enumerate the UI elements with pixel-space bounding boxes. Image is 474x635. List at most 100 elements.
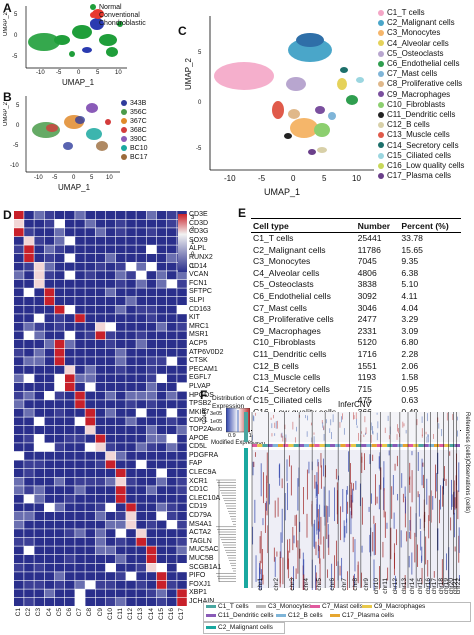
heatmap-cell (167, 305, 177, 314)
heatmap-cell (75, 563, 85, 572)
heatmap-cell (75, 288, 85, 297)
cnv-stripe (329, 428, 331, 433)
cluster-label: C9 (96, 608, 104, 617)
heatmap-cell (85, 228, 95, 237)
cnv-stripe (375, 474, 376, 506)
heatmap-cell (85, 331, 95, 340)
heatmap-cell (105, 288, 116, 297)
heatmap-cell (116, 262, 126, 271)
heatmap-cell (14, 598, 24, 606)
heatmap-cell (95, 537, 106, 546)
chr-label: chr7 (340, 578, 348, 591)
cnv-stripe (388, 435, 390, 440)
heatmap-cell (95, 469, 106, 477)
heatmap-cell (44, 331, 55, 340)
heatmap-cell (167, 555, 177, 563)
cell-number: 3838 (357, 279, 377, 290)
heatmap-cell (167, 486, 177, 495)
heatmap-cell (167, 460, 177, 469)
heatmap-cell (136, 340, 146, 348)
legend-swatch (330, 613, 340, 617)
heatmap-cell (177, 297, 187, 305)
panel-e-label: E (238, 206, 247, 220)
heatmap-cell (146, 503, 157, 512)
heatmap-cell (156, 297, 167, 305)
cnv-stripe (295, 568, 297, 580)
heatmap-cell (85, 469, 95, 477)
heatmap-cell (75, 348, 85, 357)
chr-label: chr1 (257, 578, 265, 591)
chr-track (257, 444, 263, 447)
heatmap-cell (177, 460, 187, 469)
heatmap-cell (126, 563, 136, 572)
heatmap-cell (116, 219, 126, 228)
cnv-stripe (306, 513, 308, 538)
cnv-stripe (323, 433, 325, 441)
heatmap-cell (85, 546, 95, 555)
heatmap-cell (85, 348, 95, 357)
cluster-label: C3 (35, 608, 43, 617)
heatmap-cell (105, 546, 116, 555)
heatmap-cell (136, 400, 146, 409)
heatmap-cell (167, 365, 177, 374)
heatmap-cell (167, 383, 177, 391)
heatmap-cell (75, 477, 85, 486)
cnv-stripe (404, 486, 406, 499)
heatmap-cell (126, 494, 136, 503)
cnv-stripe (411, 451, 413, 456)
cnv-stripe (289, 538, 291, 553)
heatmap-cell (116, 331, 126, 340)
table-row: C1_T cells 25441 33.78 (251, 233, 461, 245)
gene-label: PDGFRA (189, 451, 219, 459)
heatmap-cell (44, 589, 55, 598)
heatmap-cell (177, 305, 187, 314)
cnv-stripe (396, 455, 398, 467)
heatmap-cell (105, 262, 116, 271)
heatmap-cell (65, 477, 75, 486)
heatmap-cell (156, 331, 167, 340)
cnv-stripe (414, 532, 416, 563)
panel-c-legend-item: C7_Mast cells (378, 70, 437, 78)
cnv-stripe (402, 421, 404, 428)
cell-type: C6_Endothelial cells (253, 290, 331, 301)
chr-track (392, 444, 398, 447)
cnv-stripe (342, 413, 343, 420)
heatmap-cell (146, 374, 157, 383)
heatmap-cell (34, 262, 44, 271)
chr-track (283, 444, 289, 447)
heatmap-cell (65, 494, 75, 503)
heatmap-cell (156, 529, 167, 538)
legend-swatch (121, 118, 127, 125)
panel-b-legend-item: 343B (121, 100, 146, 107)
heatmap-cell (136, 236, 146, 245)
heatmap-cell (44, 426, 55, 434)
heatmap-cell (85, 279, 95, 288)
heatmap-cell (44, 494, 55, 503)
heatmap-cell (105, 520, 116, 529)
heatmap-cell (44, 245, 55, 254)
heatmap-cell (85, 589, 95, 598)
chr-track (288, 444, 294, 447)
heatmap-cell (167, 443, 177, 452)
heatmap-cell (146, 408, 157, 417)
panel-c-legend-item: C6_Endothelial cells (378, 60, 460, 68)
heatmap-cell (177, 494, 187, 503)
cnv-stripe (378, 566, 380, 590)
heatmap-cell (177, 477, 187, 486)
heatmap-cell (95, 572, 106, 581)
chr-track (293, 444, 299, 447)
heatmap-cell (54, 520, 65, 529)
heatmap-cell (65, 434, 75, 443)
heatmap-cell (75, 340, 85, 348)
cnv-stripe (387, 415, 389, 421)
heatmap-cell (126, 512, 136, 520)
heatmap-cell (136, 271, 146, 280)
heatmap-cell (156, 598, 167, 606)
heatmap-cell (95, 331, 106, 340)
heatmap-cell (126, 486, 136, 495)
cnv-stripe (334, 555, 336, 588)
heatmap-cell (95, 400, 106, 409)
heatmap-cell (95, 245, 106, 254)
cnv-stripe (287, 550, 289, 569)
heatmap-cell (156, 434, 167, 443)
